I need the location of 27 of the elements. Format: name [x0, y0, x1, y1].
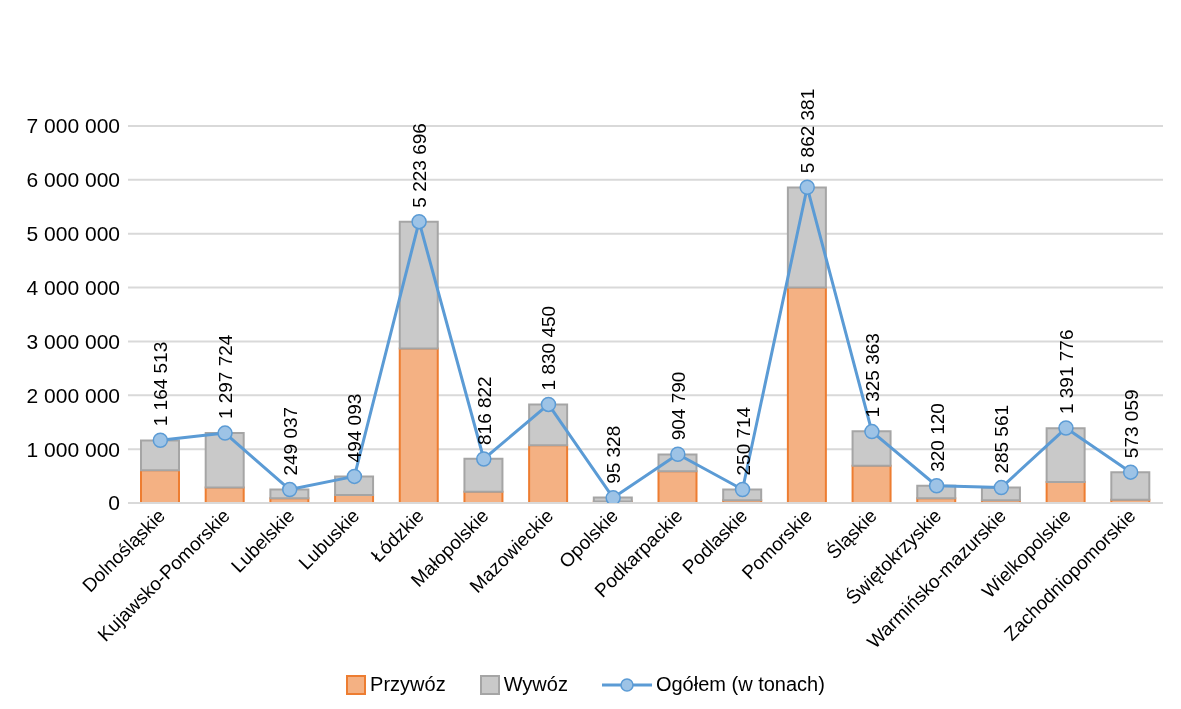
- y-tick-label: 0: [108, 491, 120, 515]
- legend-label: Ogółem (w tonach): [654, 673, 825, 696]
- data-label: 1 391 776: [1055, 329, 1077, 415]
- data-label: 5 862 381: [797, 88, 819, 174]
- data-label: 1 297 724: [215, 334, 237, 420]
- y-tick-label: 4 000 000: [26, 276, 120, 300]
- data-label: 1 830 450: [538, 305, 560, 391]
- data-label: 494 093: [344, 393, 366, 463]
- data-label: 250 714: [732, 406, 754, 476]
- data-label: 904 790: [667, 371, 689, 441]
- y-tick-label: 7 000 000: [26, 114, 120, 138]
- legend-label: Przywóz: [369, 673, 446, 696]
- data-label: 5 223 696: [409, 123, 431, 208]
- y-tick-label: 5 000 000: [26, 222, 120, 246]
- data-label: 1 164 513: [150, 341, 172, 427]
- data-label: 573 059: [1120, 389, 1142, 459]
- data-label: 285 561: [991, 404, 1013, 474]
- data-label: 320 120: [926, 403, 948, 472]
- y-tick-label: 2 000 000: [26, 383, 120, 407]
- legend-label: Wywóz: [502, 673, 568, 696]
- data-label: 95 328: [603, 425, 625, 484]
- y-tick-label: 3 000 000: [26, 329, 120, 353]
- data-label: 1 325 363: [861, 333, 883, 418]
- data-label: 249 037: [279, 406, 301, 476]
- y-tick-label: 6 000 000: [26, 168, 120, 192]
- data-label: 816 822: [473, 376, 495, 446]
- y-tick-label: 1 000 000: [26, 437, 120, 461]
